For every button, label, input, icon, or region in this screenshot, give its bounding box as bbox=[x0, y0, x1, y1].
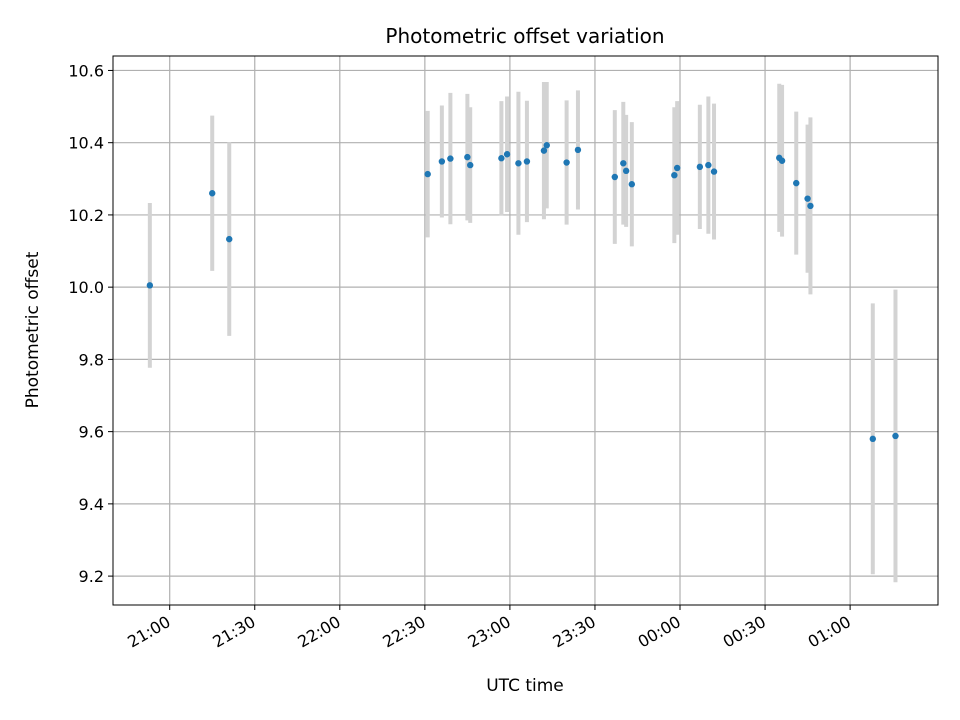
data-point bbox=[793, 179, 800, 187]
y-tick-label: 10.4 bbox=[68, 134, 104, 153]
grid bbox=[113, 56, 938, 605]
x-axis-label: UTC time bbox=[486, 676, 564, 696]
data-point bbox=[438, 158, 446, 165]
y-tick-label: 9.6 bbox=[79, 423, 104, 442]
data-point bbox=[515, 160, 522, 167]
plot-frame bbox=[112, 55, 939, 606]
data-point bbox=[671, 171, 678, 179]
data-point bbox=[467, 161, 474, 169]
data-point bbox=[705, 161, 712, 169]
data-point bbox=[628, 181, 636, 188]
y-axis: 9.2 9.4 9.6 9.8 10.0 10.2 10.4 10.6 bbox=[68, 61, 113, 586]
data-point bbox=[673, 164, 681, 172]
data-point bbox=[804, 195, 811, 202]
data-point bbox=[146, 282, 154, 289]
y-tick-label: 10.2 bbox=[68, 206, 104, 225]
y-tick-label: 9.4 bbox=[79, 495, 104, 514]
data-point bbox=[807, 202, 814, 210]
data-point bbox=[611, 173, 619, 181]
data-point bbox=[523, 158, 531, 165]
data-points bbox=[146, 142, 899, 443]
data-point bbox=[778, 157, 786, 164]
data-point bbox=[710, 168, 718, 175]
data-point bbox=[540, 147, 548, 154]
data-point bbox=[226, 235, 233, 243]
data-point bbox=[503, 151, 511, 158]
data-point bbox=[424, 170, 431, 178]
data-point bbox=[209, 190, 216, 197]
y-tick-label: 10.6 bbox=[68, 61, 104, 80]
chart-title: Photometric offset variation bbox=[385, 24, 664, 48]
data-point bbox=[892, 432, 899, 440]
data-point bbox=[696, 163, 704, 171]
data-point bbox=[498, 155, 505, 162]
data-point bbox=[563, 159, 570, 166]
data-point bbox=[464, 153, 471, 161]
data-point bbox=[620, 160, 627, 167]
data-point bbox=[574, 146, 582, 154]
data-point bbox=[622, 167, 630, 175]
data-point bbox=[869, 435, 876, 443]
y-tick-label: 9.2 bbox=[79, 567, 104, 586]
data-point bbox=[543, 142, 550, 149]
y-tick-label: 9.8 bbox=[79, 350, 104, 369]
y-axis-label: Photometric offset bbox=[23, 251, 43, 408]
data-point bbox=[447, 155, 454, 162]
y-tick-label: 10.0 bbox=[68, 278, 104, 297]
